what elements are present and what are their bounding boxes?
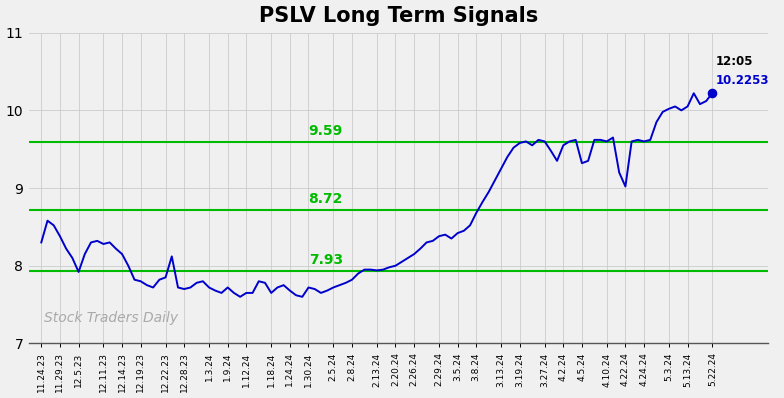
Text: 9.59: 9.59 bbox=[309, 124, 343, 139]
Text: 10.2253: 10.2253 bbox=[716, 74, 769, 87]
Text: 7.93: 7.93 bbox=[309, 253, 343, 267]
Text: 8.72: 8.72 bbox=[309, 192, 343, 206]
Text: Stock Traders Daily: Stock Traders Daily bbox=[44, 311, 178, 325]
Title: PSLV Long Term Signals: PSLV Long Term Signals bbox=[259, 6, 539, 25]
Text: 12:05: 12:05 bbox=[716, 55, 753, 68]
Point bbox=[706, 90, 719, 96]
